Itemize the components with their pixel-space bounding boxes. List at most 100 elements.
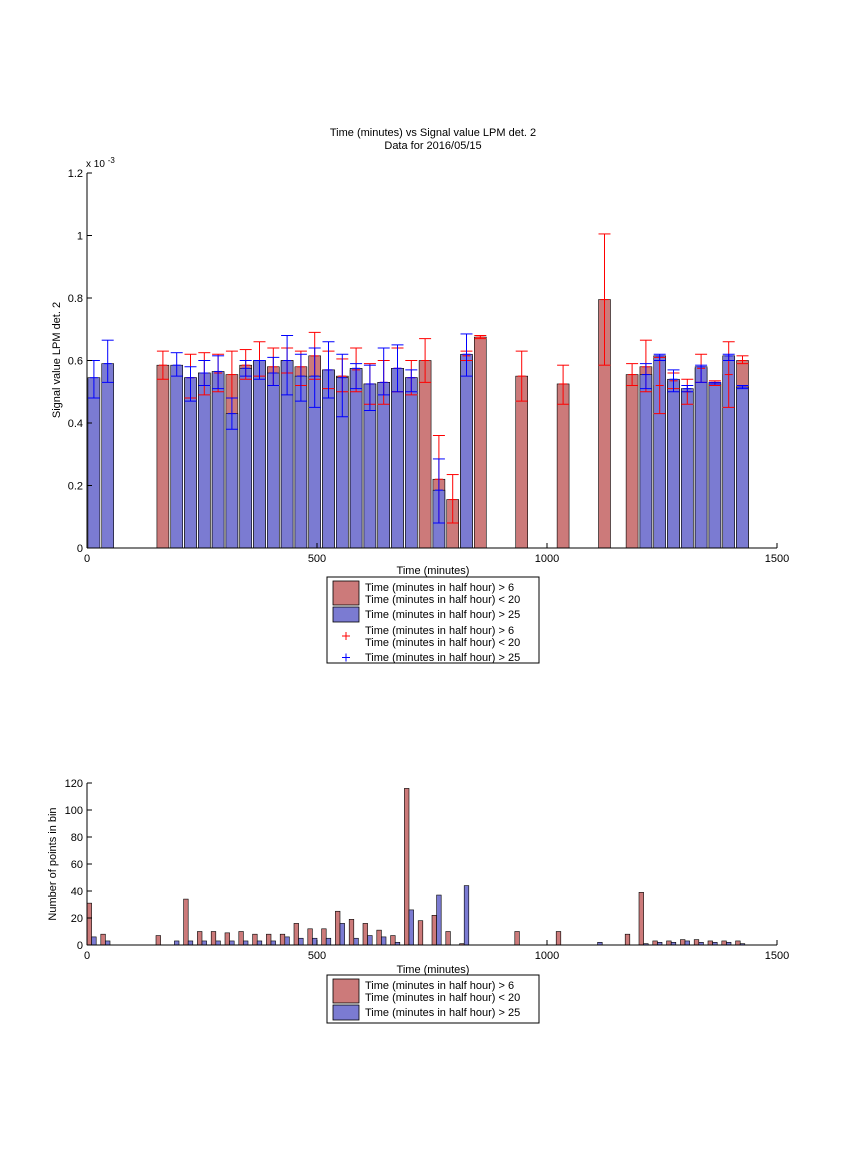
red-count-bar — [321, 928, 327, 946]
x-axis-label: Time (minutes) — [397, 964, 470, 976]
red-count-bar — [514, 931, 520, 946]
x-tick-label: 0 — [84, 950, 90, 962]
blue-count-bar — [381, 936, 387, 946]
signal-chart-axes: 0 500 1000 1500 0 0.2 0.4 0.6 0.8 1 1.2 — [68, 168, 790, 565]
legend-swatch — [332, 978, 360, 1004]
blue-signal-bar — [694, 366, 708, 549]
red-count-bar — [652, 940, 658, 946]
red-count-bar — [404, 788, 410, 946]
red-count-bar — [348, 919, 355, 946]
blue-count-bar — [325, 937, 332, 946]
blue-signal-bar — [225, 413, 239, 549]
red-count-bar — [238, 931, 244, 946]
red-count-bar — [86, 902, 92, 946]
legend-entry: Time (minutes in half hour) > 25 — [332, 606, 520, 623]
x-tick-label: 500 — [308, 950, 326, 962]
red-count-bar — [376, 929, 382, 946]
red-count-bar — [735, 940, 741, 946]
blue-signal-bar — [267, 372, 280, 549]
y-tick-label: 60 — [71, 859, 83, 871]
blue-signal-bar — [377, 382, 390, 549]
y-tick-label: 0.4 — [68, 418, 83, 430]
y-tick-label: 20 — [71, 913, 83, 925]
red-signal-bar — [515, 375, 528, 549]
blue-signal-bar — [639, 374, 653, 549]
legend-text: Time (minutes in half hour) > 25 — [365, 609, 520, 621]
blue-signal-bar — [349, 368, 363, 549]
blue-signal-bar — [184, 377, 197, 549]
x-tick-label: 0 — [84, 553, 90, 565]
red-count-bar — [445, 931, 451, 946]
blue-count-bar — [215, 940, 221, 946]
red-count-bar — [624, 933, 631, 946]
count-chart-marks — [86, 788, 746, 946]
blue-signal-bar — [736, 386, 749, 549]
blue-count-bar — [284, 936, 290, 946]
red-count-bar — [293, 923, 299, 946]
red-signal-bar — [474, 336, 487, 549]
blue-count-bar — [270, 940, 276, 946]
blue-count-bar — [187, 940, 194, 946]
blue-signal-bar — [198, 372, 211, 549]
y-tick-label: 120 — [65, 778, 83, 790]
red-count-bar — [197, 931, 203, 946]
blue-count-bar — [408, 909, 414, 946]
blue-count-bar — [463, 885, 470, 946]
red-count-bar — [252, 933, 258, 946]
blue-signal-bar — [391, 368, 404, 549]
legend-text: Time (minutes in half hour) > 6 — [365, 582, 514, 594]
blue-signal-bar — [239, 368, 252, 549]
y-tick-label: 0.2 — [68, 481, 83, 493]
blue-count-bar — [298, 937, 304, 946]
legend-text-line2: Time (minutes in half hour) < 20 — [365, 637, 520, 649]
y-exponent-label: x 10 -3 — [86, 156, 115, 170]
legend-text: Time (minutes in half hour) > 25 — [365, 1007, 520, 1019]
blue-count-bar — [256, 940, 263, 946]
x-tick-label: 1500 — [765, 950, 789, 962]
blue-count-bar — [91, 936, 97, 946]
red-count-bar — [155, 935, 161, 946]
blue-signal-bar — [667, 378, 680, 549]
blue-count-bar — [339, 923, 345, 946]
y-axis-label: Signal value LPM det. 2 — [51, 302, 63, 418]
y-tick-label: 80 — [71, 832, 83, 844]
red-count-bar — [335, 910, 341, 946]
red-count-bar — [307, 928, 313, 946]
blue-count-bar — [436, 894, 442, 946]
y-tick-label: 0.8 — [68, 293, 83, 305]
red-count-bar — [362, 923, 368, 946]
count-chart: 0 500 1000 1500 0 20 40 60 80 100 120 Time (minute… — [47, 778, 789, 1024]
red-count-bar — [100, 933, 106, 946]
red-signal-bar — [418, 360, 432, 549]
y-tick-label: 1.2 — [68, 168, 83, 180]
x-axis-label: Time (minutes) — [397, 565, 470, 577]
svg-text:x 10 -3: x 10 -3 — [86, 156, 115, 170]
y-axis-label: Number of points in bin — [47, 807, 59, 920]
blue-signal-bar — [87, 377, 101, 549]
legend-box — [326, 576, 540, 664]
blue-signal-bar — [101, 363, 114, 549]
y-tick-label: 1 — [77, 231, 83, 243]
legend-text: Time (minutes in half hour) > 6 — [365, 625, 514, 637]
y-exponent-base: x 10 — [86, 159, 105, 170]
legend-swatch — [332, 580, 360, 606]
red-count-bar — [279, 933, 286, 946]
red-count-bar — [693, 939, 700, 946]
red-count-bar — [266, 933, 272, 946]
red-count-bar — [638, 892, 644, 946]
legend-box — [326, 974, 540, 1024]
blue-count-bar — [312, 937, 318, 946]
red-count-bar — [666, 940, 672, 946]
blue-count-bar — [201, 940, 207, 946]
legend-swatch — [332, 1004, 360, 1021]
blue-count-bar — [684, 940, 690, 946]
y-tick-label: 0 — [77, 940, 83, 952]
legend-text: Time (minutes in half hour) > 6 — [365, 980, 514, 992]
red-count-bar — [707, 940, 713, 946]
y-tick-label: 0.6 — [68, 356, 83, 368]
red-count-bar — [210, 931, 217, 946]
